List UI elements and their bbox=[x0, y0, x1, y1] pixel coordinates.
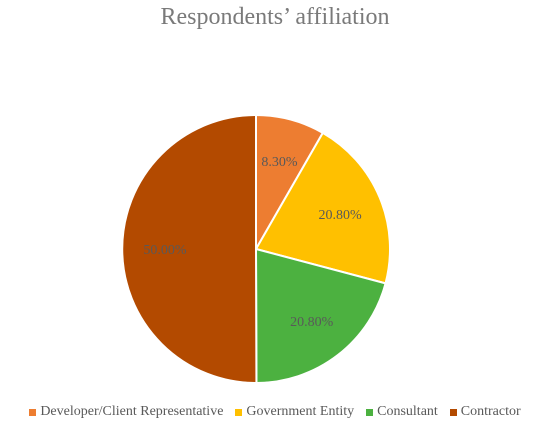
legend-label: Government Entity bbox=[246, 404, 355, 419]
pie-slice bbox=[254, 131, 391, 285]
legend-label: Consultant bbox=[377, 404, 438, 419]
pie-slice bbox=[121, 113, 258, 385]
slice-data-label: 20.80% bbox=[290, 315, 334, 330]
slice-data-label: 20.80% bbox=[319, 208, 363, 223]
legend-item: Government Entity bbox=[235, 404, 354, 420]
chart-title: Respondents’ affiliation bbox=[160, 4, 390, 30]
pie-slice bbox=[254, 247, 387, 385]
legend-swatch-icon bbox=[29, 408, 37, 416]
slice-data-label: 50.00% bbox=[143, 243, 187, 258]
legend-item: Developer/Client Representative bbox=[29, 404, 223, 420]
legend-swatch-icon bbox=[235, 408, 243, 416]
legend-item: Contractor bbox=[449, 404, 521, 420]
legend: Developer/Client Representative Governme… bbox=[0, 404, 550, 420]
slice-data-label: 8.30% bbox=[261, 155, 298, 170]
legend-label: Developer/Client Representative bbox=[40, 404, 224, 419]
legend-swatch-icon bbox=[449, 408, 457, 416]
legend-item: Consultant bbox=[366, 404, 438, 420]
legend-swatch-icon bbox=[366, 408, 374, 416]
legend-label: Contractor bbox=[460, 404, 521, 419]
